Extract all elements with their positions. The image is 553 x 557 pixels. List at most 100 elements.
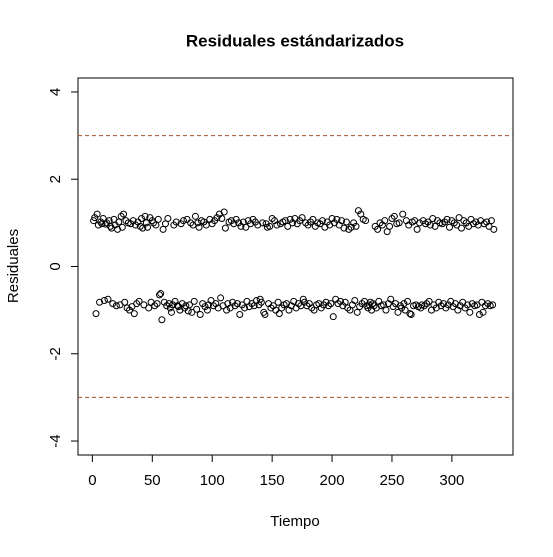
point — [195, 223, 203, 231]
point — [155, 291, 163, 299]
point — [144, 223, 152, 231]
point — [223, 306, 231, 314]
point — [236, 310, 244, 318]
point — [229, 298, 237, 306]
point — [386, 222, 394, 230]
point — [340, 224, 348, 232]
point — [191, 212, 199, 220]
y-tick-label: 2 — [47, 175, 64, 183]
point — [374, 225, 382, 233]
point — [443, 215, 451, 223]
point — [96, 298, 104, 306]
point — [329, 313, 337, 321]
point — [448, 217, 456, 225]
point — [400, 300, 408, 308]
point — [489, 301, 497, 309]
point — [281, 217, 289, 225]
point — [151, 302, 159, 310]
point — [128, 303, 136, 311]
point — [164, 215, 172, 223]
point — [341, 298, 349, 306]
point — [179, 217, 187, 225]
point — [257, 298, 265, 306]
point — [484, 300, 492, 308]
point — [109, 300, 117, 308]
point — [390, 212, 398, 220]
point — [434, 217, 442, 225]
point — [141, 212, 149, 220]
point — [93, 210, 101, 218]
point — [187, 219, 195, 227]
point — [118, 223, 126, 231]
point — [266, 222, 274, 230]
point — [425, 297, 433, 305]
point — [275, 310, 283, 318]
point — [165, 300, 173, 308]
point — [100, 297, 108, 305]
point — [130, 310, 138, 318]
point — [235, 219, 243, 227]
point — [196, 310, 204, 318]
point — [370, 302, 378, 310]
point — [120, 210, 128, 218]
point — [220, 208, 228, 216]
point — [142, 219, 150, 227]
point — [462, 219, 470, 227]
point — [318, 217, 326, 225]
point — [420, 302, 428, 310]
point — [203, 306, 211, 314]
y-tick-label: 4 — [47, 88, 64, 96]
point — [106, 222, 114, 230]
point — [426, 221, 434, 229]
point — [399, 210, 407, 218]
point — [231, 302, 239, 310]
point — [324, 302, 332, 310]
chart-title: Residuales estándarizados — [186, 31, 404, 50]
point — [394, 308, 402, 316]
point — [217, 294, 225, 302]
point — [302, 219, 310, 227]
point — [248, 300, 256, 308]
point — [435, 298, 443, 306]
point — [91, 214, 99, 222]
point — [138, 215, 146, 223]
point — [145, 304, 153, 312]
point — [487, 217, 495, 225]
point — [98, 220, 106, 228]
point — [274, 298, 282, 306]
point — [167, 308, 175, 316]
point — [185, 301, 193, 309]
point — [90, 217, 98, 225]
point — [159, 225, 167, 233]
point — [468, 300, 476, 308]
point — [490, 225, 498, 233]
point — [453, 221, 461, 229]
point — [322, 298, 330, 306]
point — [479, 308, 487, 316]
point — [232, 215, 240, 223]
point — [460, 217, 468, 225]
x-tick-label: 200 — [320, 472, 345, 489]
point — [308, 304, 316, 312]
point — [444, 301, 452, 309]
point — [183, 215, 191, 223]
point — [407, 310, 415, 318]
point — [273, 221, 281, 229]
point — [160, 298, 168, 306]
x-tick-label: 300 — [439, 472, 464, 489]
point — [417, 304, 425, 312]
point — [188, 308, 196, 316]
point — [115, 218, 123, 226]
point — [342, 218, 350, 226]
point — [201, 303, 209, 311]
point — [117, 212, 125, 220]
y-axis-label: Residuales — [5, 229, 22, 303]
x-tick-label: 250 — [379, 472, 404, 489]
point — [122, 217, 130, 225]
point — [364, 304, 372, 312]
point — [381, 217, 389, 225]
point — [139, 224, 147, 232]
point — [259, 219, 267, 227]
point — [388, 215, 396, 223]
